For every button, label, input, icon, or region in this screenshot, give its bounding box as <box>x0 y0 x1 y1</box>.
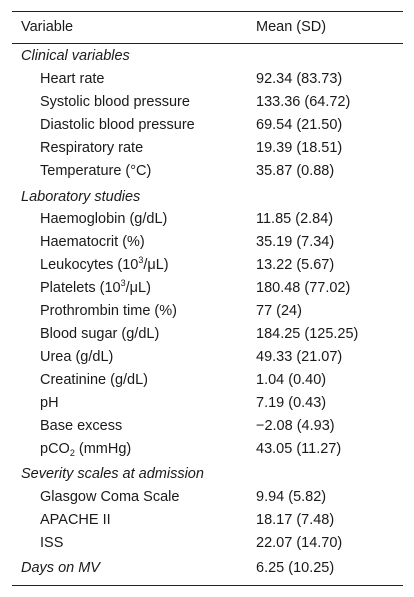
row-value: 92.34 (83.73) <box>256 71 343 87</box>
section-title: Days on MV <box>21 560 100 576</box>
header-mean-sd: Mean (SD) <box>256 19 327 35</box>
row-value: −2.08 (4.93) <box>256 418 335 434</box>
row-value: 13.22 (5.67) <box>256 257 335 273</box>
row-value: 49.33 (21.07) <box>256 349 343 365</box>
table-row: Creatinine (g/dL) 1.04 (0.40) <box>12 369 403 392</box>
row-label: Systolic blood pressure <box>40 94 190 110</box>
row-value: 22.07 (14.70) <box>256 535 343 551</box>
row-label: Blood sugar (g/dL) <box>40 326 160 342</box>
table-row: Respiratory rate 19.39 (18.51) <box>12 137 403 160</box>
row-label: Leukocytes (103/μL) <box>40 255 169 274</box>
row-value: 11.85 (2.84) <box>256 211 334 227</box>
row-label: Heart rate <box>40 71 105 87</box>
row-value: 6.25 (10.25) <box>256 560 335 576</box>
table-header: Variable Mean (SD) <box>12 12 403 44</box>
row-label: Creatinine (g/dL) <box>40 372 148 388</box>
row-value: 1.04 (0.40) <box>256 372 327 388</box>
row-value: 18.17 (7.48) <box>256 512 335 528</box>
section-title: Severity scales at admission <box>21 466 204 482</box>
row-value: 77 (24) <box>256 303 302 319</box>
table-row: Base excess −2.08 (4.93) <box>12 415 403 438</box>
row-label: Diastolic blood pressure <box>40 117 195 133</box>
table-row: Prothrombin time (%) 77 (24) <box>12 300 403 323</box>
row-value: 9.94 (5.82) <box>256 489 327 505</box>
table-row: Urea (g/dL) 49.33 (21.07) <box>12 346 403 369</box>
row-label: Haemoglobin (g/dL) <box>40 211 168 227</box>
table-row: Blood sugar (g/dL) 184.25 (125.25) <box>12 323 403 346</box>
row-label: Respiratory rate <box>40 140 144 156</box>
row-label: Haematocrit (%) <box>40 234 145 250</box>
table-row: Heart rate 92.34 (83.73) <box>12 68 403 91</box>
table-row: Diastolic blood pressure 69.54 (21.50) <box>12 114 403 137</box>
table-row: pH 7.19 (0.43) <box>12 392 403 415</box>
section-row: Days on MV 6.25 (10.25) <box>12 557 403 580</box>
row-label: Base excess <box>40 418 123 434</box>
row-value: 69.54 (21.50) <box>256 117 343 133</box>
table-row: pCO2 (mmHg) 43.05 (11.27) <box>12 438 403 461</box>
row-value: 19.39 (18.51) <box>256 140 343 156</box>
row-label: pCO2 (mmHg) <box>40 441 132 458</box>
row-label: Platelets (103/μL) <box>40 278 151 297</box>
row-value: 43.05 (11.27) <box>256 441 342 457</box>
section-title: Clinical variables <box>21 48 130 64</box>
table-row: APACHE II 18.17 (7.48) <box>12 509 403 532</box>
table-row: Temperature (°C) 35.87 (0.88) <box>12 160 403 183</box>
section-title: Laboratory studies <box>21 189 141 205</box>
header-variable: Variable <box>21 19 74 35</box>
table-row: Systolic blood pressure 133.36 (64.72) <box>12 91 403 114</box>
row-label: Temperature (°C) <box>40 163 152 179</box>
table-row: Leukocytes (103/μL) 13.22 (5.67) <box>12 254 403 277</box>
table-row: ISS 22.07 (14.70) <box>12 532 403 555</box>
table-row: Platelets (103/μL) 180.48 (77.02) <box>12 277 403 300</box>
row-value: 184.25 (125.25) <box>256 326 359 342</box>
row-label: Urea (g/dL) <box>40 349 114 365</box>
row-value: 133.36 (64.72) <box>256 94 351 110</box>
table-row: Glasgow Coma Scale 9.94 (5.82) <box>12 486 403 509</box>
section-row: Severity scales at admission <box>12 463 403 486</box>
section-row: Clinical variables <box>12 45 403 68</box>
table-row: Haematocrit (%) 35.19 (7.34) <box>12 231 403 254</box>
row-label: APACHE II <box>40 512 111 528</box>
row-value: 180.48 (77.02) <box>256 280 351 296</box>
row-label: pH <box>40 395 59 411</box>
row-value: 35.87 (0.88) <box>256 163 335 179</box>
row-label: Glasgow Coma Scale <box>40 489 180 505</box>
row-label: Prothrombin time (%) <box>40 303 177 319</box>
row-value: 35.19 (7.34) <box>256 234 335 250</box>
section-row: Laboratory studies <box>12 186 403 209</box>
row-value: 7.19 (0.43) <box>256 395 327 411</box>
table-row: Haemoglobin (g/dL) 11.85 (2.84) <box>12 208 403 231</box>
row-label: ISS <box>40 535 64 551</box>
data-table: Variable Mean (SD) Clinical variables He… <box>12 11 403 586</box>
